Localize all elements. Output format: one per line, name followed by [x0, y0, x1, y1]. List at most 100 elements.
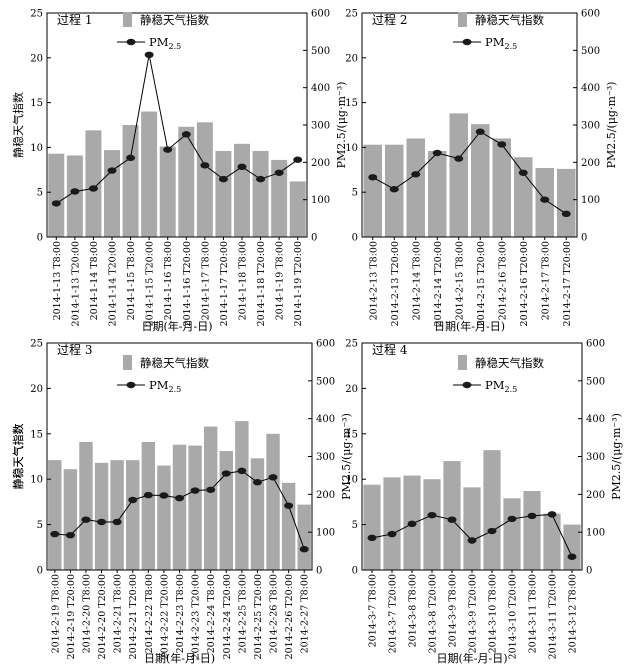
bar-stability-index	[63, 469, 78, 570]
pm25-point	[454, 155, 464, 162]
bar-stability-index	[48, 460, 62, 570]
pm25-point	[284, 502, 294, 509]
bar-stability-index	[196, 122, 213, 237]
legend-line-subscript: 2.5	[169, 42, 182, 51]
legend-bar-swatch	[458, 355, 467, 370]
y2-axis-label: PM2.5/(μg·m⁻³)	[605, 82, 618, 169]
left-tick-label: 0	[352, 233, 358, 244]
pm25-point	[181, 131, 191, 138]
x-tick-label: 2014-1-18 T8:00	[238, 241, 249, 320]
pm25-point	[97, 518, 107, 526]
legend-bar-label: 静稳天气指数	[475, 356, 544, 370]
pm25-point	[81, 516, 91, 523]
bar-stability-index	[266, 433, 280, 570]
x-tick-label: 2014-2-21 T20:00	[128, 574, 139, 659]
pm25-point	[237, 163, 247, 171]
bar-stability-index	[557, 168, 576, 237]
x-tick-label: 2014-1-13 T8:00	[52, 241, 63, 320]
bar-stability-index	[406, 138, 425, 237]
left-tick-label: 10	[345, 143, 358, 154]
legend-line-subscript: 2.5	[505, 42, 518, 51]
bar-stability-index	[157, 465, 171, 570]
pm25-point	[163, 146, 173, 153]
pm25-point	[190, 487, 200, 494]
pm25-point	[432, 149, 442, 157]
bar-stability-index	[297, 504, 311, 570]
left-tick-label: 25	[345, 9, 358, 20]
x-tick-label: 2014-3-9 T20:00	[468, 574, 479, 653]
y2-axis-label: PM2.5/(μg·m⁻³)	[610, 413, 623, 500]
left-tick-label: 10	[30, 143, 43, 154]
x-tick-label: 2014-2-19 T20:00	[66, 574, 77, 659]
x-axis-label: 日期(年-月-日)	[141, 319, 212, 333]
x-tick-label: 2014-2-20 T8:00	[81, 574, 92, 653]
x-tick-label: 2014-3-8 T8:00	[408, 574, 419, 647]
x-tick-label: 2014-1-19 T20:00	[293, 241, 304, 326]
bar-stability-index	[423, 479, 441, 570]
left-tick-label: 20	[30, 384, 43, 395]
bar-stability-index	[235, 421, 249, 570]
pm25-point	[507, 515, 517, 523]
right-tick-label: 200	[311, 158, 330, 169]
pm25-point	[128, 496, 138, 504]
bar-stability-index	[271, 159, 288, 237]
pm25-point	[112, 518, 122, 526]
x-tick-label: 2014-2-22 T20:00	[159, 574, 170, 659]
legend-line-label: PM2.5	[149, 35, 181, 51]
bar-stability-index	[172, 444, 187, 570]
left-tick-label: 20	[30, 53, 43, 64]
x-tick-label: 2014-2-25 T8:00	[237, 574, 248, 653]
legend-bar-swatch	[123, 355, 132, 370]
right-tick-label: 200	[586, 490, 605, 501]
right-tick-label: 500	[586, 376, 605, 387]
x-tick-label: 2014-1-14 T8:00	[89, 241, 100, 320]
pm25-point	[407, 520, 417, 528]
pm25-point	[268, 474, 278, 481]
pm25-point	[427, 511, 437, 519]
right-tick-label: 0	[581, 233, 587, 244]
x-tick-label: 2014-2-13 T8:00	[368, 241, 379, 320]
bar-stability-index	[234, 143, 250, 237]
x-tick-label: 2014-2-14 T20:00	[433, 241, 444, 326]
left-tick-label: 0	[37, 233, 43, 244]
right-tick-label: 400	[311, 83, 330, 94]
right-tick-label: 100	[311, 195, 330, 206]
legend-bar-swatch	[123, 12, 132, 27]
bar-stability-index	[523, 491, 541, 570]
bar-stability-index	[110, 460, 124, 570]
bar-stability-index	[94, 462, 109, 570]
x-tick-label: 2014-1-18 T20:00	[256, 241, 267, 326]
left-tick-label: 10	[345, 475, 358, 486]
bar-stability-index	[471, 124, 490, 237]
legend-line-subscript: 2.5	[169, 385, 182, 394]
bar-stability-index	[215, 150, 232, 237]
pm25-point	[65, 531, 75, 539]
pm25-point	[547, 511, 557, 518]
left-tick-label: 10	[30, 475, 43, 486]
y-axis-label: 静稳天气指数	[11, 424, 25, 490]
x-tick-label: 2014-1-16 T8:00	[163, 241, 174, 320]
right-tick-label: 0	[316, 566, 322, 577]
left-tick-label: 25	[345, 339, 358, 350]
pm25-point	[561, 210, 571, 218]
bar-stability-index	[141, 111, 158, 237]
bar-stability-index	[281, 482, 296, 570]
left-tick-label: 25	[30, 9, 43, 20]
pm25-point	[143, 491, 153, 499]
x-tick-label: 2014-3-11 T20:00	[548, 574, 559, 659]
x-tick-label: 2014-1-16 T20:00	[182, 241, 193, 326]
x-tick-label: 2014-2-21 T8:00	[113, 574, 124, 653]
pm25-point	[237, 467, 247, 475]
left-tick-label: 20	[345, 384, 358, 395]
x-tick-label: 2014-2-17 T8:00	[540, 241, 551, 320]
right-tick-label: 0	[586, 566, 592, 577]
panel-title: 过程 1	[57, 12, 92, 27]
x-tick-label: 2014-2-27 T8:00	[300, 574, 311, 653]
y-axis-label: 静稳天气指数	[11, 92, 25, 158]
pm25-point	[107, 167, 117, 174]
right-tick-label: 200	[316, 490, 335, 501]
x-tick-label: 2014-3-7 T8:00	[368, 574, 379, 647]
x-tick-label: 2014-1-15 T8:00	[126, 241, 137, 320]
right-tick-label: 300	[316, 452, 335, 463]
